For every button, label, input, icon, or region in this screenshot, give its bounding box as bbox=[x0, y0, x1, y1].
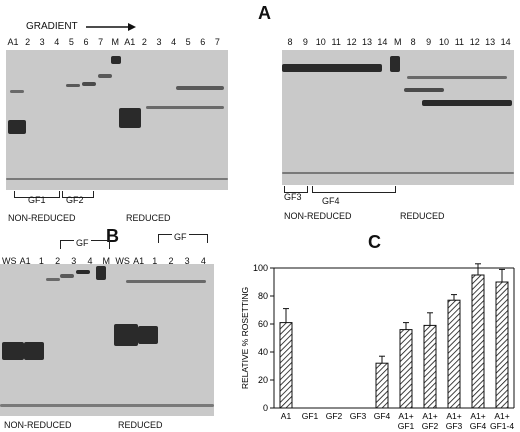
lane-label: 11 bbox=[331, 37, 341, 47]
x-tick-label: A1+ bbox=[446, 411, 461, 421]
lane-label: 3 bbox=[184, 256, 190, 266]
lane-label: 3 bbox=[39, 37, 45, 47]
x-tick-label: GF2 bbox=[326, 411, 343, 421]
lane-label: WS bbox=[2, 256, 17, 266]
lane-label: 2 bbox=[55, 256, 61, 266]
nonreduced-label-b: NON-REDUCED bbox=[4, 420, 72, 430]
x-tick-label: A1+ bbox=[398, 411, 413, 421]
x-tick-label: A1+ bbox=[494, 411, 509, 421]
bar bbox=[399, 329, 413, 409]
lane-label: 2 bbox=[168, 256, 174, 266]
lane-label: 14 bbox=[377, 37, 388, 47]
reduced-label-a2: REDUCED bbox=[400, 211, 445, 221]
reduced-label-b: REDUCED bbox=[118, 420, 163, 430]
gel-a-left bbox=[6, 50, 228, 190]
lane-label: 7 bbox=[98, 37, 104, 47]
lane-label: 3 bbox=[156, 37, 162, 47]
reduced-label-a1: REDUCED bbox=[126, 213, 171, 223]
lane-label: 6 bbox=[200, 37, 206, 47]
lane-label: 4 bbox=[171, 37, 177, 47]
lane-label: 12 bbox=[469, 37, 480, 47]
nonreduced-label-a2: NON-REDUCED bbox=[284, 211, 352, 221]
x-tick-label: A1 bbox=[281, 411, 292, 421]
gf3-label: GF3 bbox=[284, 192, 302, 202]
lane-label: A1 bbox=[124, 37, 136, 47]
bar bbox=[279, 322, 293, 409]
gf-label-b1: GF bbox=[74, 238, 91, 248]
lane-label: 7 bbox=[214, 37, 220, 47]
lane-label: 3 bbox=[71, 256, 77, 266]
lane-label: 5 bbox=[68, 37, 74, 47]
y-tick-label: 20 bbox=[258, 375, 268, 385]
lane-label: 14 bbox=[500, 37, 511, 47]
lane-label: 13 bbox=[361, 37, 372, 47]
lane-label: 8 bbox=[287, 37, 293, 47]
lane-label: M bbox=[394, 37, 402, 47]
lane-label: 1 bbox=[152, 256, 158, 266]
x-tick-label: GF1-4 bbox=[490, 421, 514, 431]
y-tick-label: 80 bbox=[258, 291, 268, 301]
y-tick-label: 40 bbox=[258, 347, 268, 357]
x-tick-label: GF3 bbox=[350, 411, 367, 421]
lane-label: 10 bbox=[438, 37, 449, 47]
lane-label: A1 bbox=[7, 37, 19, 47]
gradient-label: GRADIENT bbox=[26, 21, 78, 32]
lane-label: M bbox=[102, 256, 110, 266]
lane-label: 6 bbox=[83, 37, 89, 47]
lane-label: WS bbox=[115, 256, 130, 266]
lane-label: 2 bbox=[141, 37, 147, 47]
bar bbox=[495, 281, 509, 409]
lane-label: 11 bbox=[454, 37, 465, 47]
y-tick-label: 60 bbox=[258, 319, 268, 329]
gf4-label: GF4 bbox=[322, 196, 340, 206]
lane-label: 4 bbox=[200, 256, 206, 266]
y-tick-label: 100 bbox=[253, 263, 268, 273]
lane-label: 1 bbox=[38, 256, 44, 266]
lane-label: 5 bbox=[185, 37, 191, 47]
lane-label: 10 bbox=[315, 37, 326, 47]
gf-label-b2: GF bbox=[172, 232, 189, 242]
gel-b bbox=[0, 264, 214, 416]
bar bbox=[471, 274, 485, 409]
lane-label: 9 bbox=[426, 37, 432, 47]
lane-label: A1 bbox=[133, 256, 145, 266]
x-tick-label: GF1 bbox=[302, 411, 319, 421]
bar bbox=[375, 362, 389, 409]
gel-a-right bbox=[282, 50, 514, 185]
bar bbox=[423, 324, 437, 409]
lane-label: 9 bbox=[302, 37, 308, 47]
panel-a-letter: A bbox=[258, 3, 271, 23]
gf1-label: GF1 bbox=[28, 195, 46, 205]
x-tick-label: GF2 bbox=[422, 421, 439, 431]
x-tick-label: GF1 bbox=[398, 421, 415, 431]
gradient-arrow-icon bbox=[86, 23, 136, 31]
y-tick-label: 0 bbox=[263, 403, 268, 413]
lane-label: 2 bbox=[25, 37, 31, 47]
lane-label: 4 bbox=[54, 37, 60, 47]
lane-label: 8 bbox=[410, 37, 416, 47]
x-tick-label: GF4 bbox=[470, 421, 487, 431]
nonreduced-label-a1: NON-REDUCED bbox=[8, 213, 76, 223]
bar bbox=[447, 299, 461, 409]
x-tick-label: GF4 bbox=[374, 411, 391, 421]
lane-label: M bbox=[111, 37, 119, 47]
lane-label: 4 bbox=[87, 256, 93, 266]
x-tick-label: A1+ bbox=[470, 411, 485, 421]
lane-label: A1 bbox=[19, 256, 31, 266]
lane-label: 13 bbox=[485, 37, 496, 47]
rosetting-bar-chart: 0 20 40 60 80 100 RELATIVE % ROSETTING A1 GF1 GF2… bbox=[240, 263, 515, 431]
gf2-label: GF2 bbox=[66, 195, 84, 205]
y-axis-label: RELATIVE % ROSETTING bbox=[240, 287, 250, 389]
x-tick-label: A1+ bbox=[422, 411, 437, 421]
panel-c-letter: C bbox=[368, 232, 381, 252]
lane-label: 12 bbox=[346, 37, 357, 47]
x-tick-label: GF3 bbox=[446, 421, 463, 431]
